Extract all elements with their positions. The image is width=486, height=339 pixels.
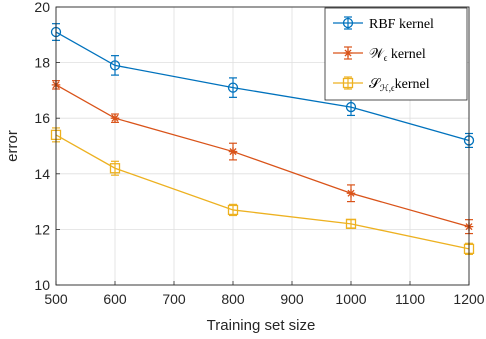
data-point-marker xyxy=(227,82,239,93)
series-3 xyxy=(50,127,475,256)
x-tick-label: 800 xyxy=(221,291,245,307)
data-point-marker xyxy=(342,77,354,89)
legend-item-1: RBF kernel xyxy=(333,16,434,32)
y-tick-label: 10 xyxy=(34,277,50,293)
legend-label: 𝒮ℋ,ϵkernel xyxy=(369,77,430,93)
y-tick-label: 16 xyxy=(34,110,50,126)
legend-item-3: 𝒮ℋ,ϵkernel xyxy=(333,76,430,93)
data-point-marker xyxy=(228,147,238,156)
legend-label-subscript: ℋ,ϵ xyxy=(380,83,395,93)
x-tick-label: 1100 xyxy=(395,291,425,307)
data-point-marker xyxy=(109,60,121,71)
x-tick-label: 900 xyxy=(280,291,304,307)
legend-label-tail: kernel xyxy=(395,77,430,92)
x-tick-label: 1000 xyxy=(335,291,366,307)
legend-label-tail: kernel xyxy=(387,47,426,62)
data-point-marker xyxy=(345,218,357,229)
x-tick-label: 700 xyxy=(162,291,186,307)
x-tick-label: 500 xyxy=(44,291,68,307)
tick-labels: 500 600 700 800 900 1000 1100 1200 10 12 14 16 18 20 xyxy=(34,0,484,307)
legend-label-subscript: ϵ xyxy=(384,53,388,63)
x-tick-label: 600 xyxy=(103,291,127,307)
legend-label-main: 𝒲 xyxy=(369,47,385,62)
y-tick-label: 14 xyxy=(34,166,50,182)
data-point-marker xyxy=(110,113,120,123)
data-point-marker xyxy=(227,204,239,216)
y-tick-label: 20 xyxy=(34,0,50,15)
data-point-marker xyxy=(345,101,357,113)
data-point-marker xyxy=(109,163,121,174)
legend-label: 𝒲ϵ kernel xyxy=(369,47,426,63)
legend-label: RBF kernel xyxy=(369,17,434,32)
y-tick-label: 12 xyxy=(34,221,50,237)
axes xyxy=(55,6,470,286)
y-axis-title: error xyxy=(4,130,21,162)
legend-label-main: RBF kernel xyxy=(369,17,434,32)
x-axis-title: Training set size xyxy=(207,317,316,334)
data-point-marker xyxy=(343,48,353,58)
x-tick-label: 1200 xyxy=(453,291,484,307)
legend-label-main: 𝒮 xyxy=(369,77,382,92)
series-layer xyxy=(50,23,475,256)
data-point-marker xyxy=(346,188,356,198)
axes-box xyxy=(55,6,470,286)
legend-item-2: 𝒲ϵ kernel xyxy=(333,46,426,63)
y-tick-label: 18 xyxy=(34,55,50,71)
data-point-marker xyxy=(342,17,354,29)
